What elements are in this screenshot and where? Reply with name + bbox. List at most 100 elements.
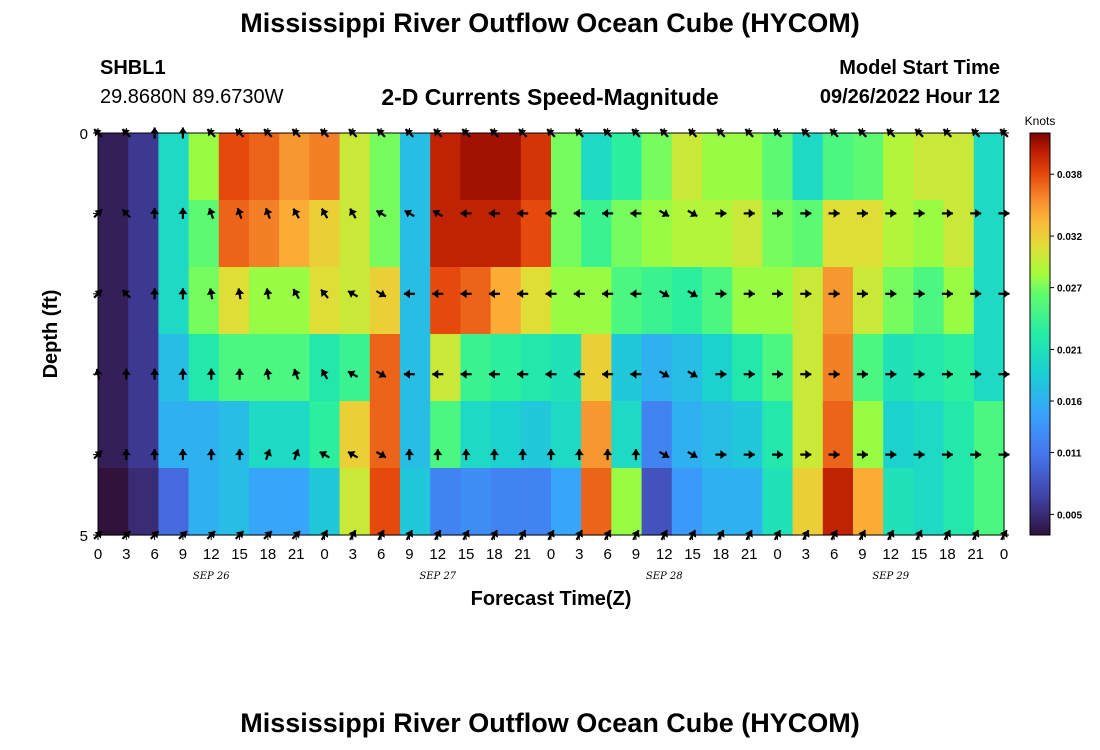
current-vector-head	[720, 369, 727, 379]
heatmap-cell	[218, 334, 250, 402]
current-vector-head	[805, 289, 812, 299]
heatmap-cell	[883, 334, 914, 402]
current-vector-head	[918, 450, 925, 460]
current-vector-head	[150, 288, 160, 295]
heatmap-cell	[702, 200, 733, 268]
heatmap-cell	[853, 200, 884, 268]
current-vector-head	[575, 530, 583, 538]
heatmap-cell	[732, 200, 763, 268]
x-tick-label: 0	[320, 546, 328, 563]
current-vector	[602, 369, 614, 379]
current-vector	[178, 207, 188, 219]
x-tick-label: 9	[405, 546, 413, 563]
current-vector-head	[378, 370, 386, 378]
heatmap-cell	[792, 267, 824, 335]
colorbar-gradient	[1029, 132, 1051, 536]
current-vector-head	[890, 369, 897, 379]
current-vector-head	[661, 370, 669, 378]
x-tick-label: 12	[656, 546, 673, 563]
heatmap-cell	[732, 133, 763, 201]
heatmap-cell	[973, 200, 1005, 268]
current-vector-head	[975, 369, 982, 379]
current-vector	[375, 209, 387, 218]
current-vector	[320, 368, 329, 380]
current-vector-head	[975, 289, 982, 299]
current-vector	[235, 207, 244, 219]
current-vector-head	[488, 208, 495, 218]
heatmap-cell	[853, 401, 884, 469]
heatmap-cell	[702, 334, 733, 402]
current-vector-head	[890, 450, 897, 460]
current-vector-head	[319, 451, 328, 459]
heatmap-cell	[671, 334, 703, 402]
current-vector	[574, 449, 584, 461]
heatmap-cell	[430, 468, 461, 536]
main-title: Mississippi River Outflow Ocean Cube (HY…	[240, 8, 860, 38]
current-vector	[800, 289, 812, 299]
current-vector	[970, 369, 982, 379]
current-vector-head	[206, 288, 216, 296]
current-vector-head	[405, 530, 414, 538]
heatmap-cell	[249, 334, 280, 402]
current-vector	[885, 369, 897, 379]
current-vector	[658, 450, 670, 459]
heatmap-cell	[158, 334, 190, 402]
current-vector	[263, 207, 273, 219]
colorbar-tick-label: 0.032	[1057, 232, 1082, 243]
current-vector	[631, 449, 641, 461]
heatmap-cell	[188, 401, 220, 469]
current-vector-head	[918, 289, 925, 299]
current-vector	[970, 450, 982, 460]
current-vector	[517, 208, 529, 218]
current-vector-head	[688, 530, 697, 538]
heatmap-cell	[158, 468, 190, 536]
heatmap-cell	[369, 267, 401, 335]
current-vector	[178, 368, 188, 380]
heatmap-cell	[520, 267, 552, 335]
heatmap-cell	[309, 468, 341, 536]
x-tick-label: 15	[458, 546, 475, 563]
current-vector-head	[975, 208, 982, 218]
current-vector-head	[661, 450, 669, 459]
current-vector	[375, 450, 387, 459]
current-vector	[349, 208, 357, 219]
current-vector-head	[946, 450, 953, 460]
heatmap-cell	[339, 133, 371, 201]
current-vector	[687, 209, 698, 218]
heatmap-cell	[430, 200, 461, 268]
heatmap-cell	[551, 468, 582, 536]
current-vector-head	[833, 208, 840, 218]
current-vector	[263, 288, 273, 300]
heatmap-cell	[551, 267, 582, 335]
heatmap-cell	[339, 401, 371, 469]
heatmap-cell	[309, 133, 341, 201]
heatmap-cell	[913, 401, 945, 469]
current-vector	[573, 369, 585, 379]
current-vector-head	[348, 451, 356, 459]
current-vector-head	[748, 208, 755, 218]
y-axis-label: Depth (ft)	[40, 290, 62, 379]
heatmap-cell	[369, 200, 401, 268]
heatmap-cell	[279, 267, 310, 335]
heatmap-cell	[490, 267, 522, 335]
current-vector	[121, 368, 131, 380]
current-vector	[772, 369, 783, 379]
current-vector	[121, 449, 131, 461]
x-tick-label: 18	[486, 546, 503, 563]
current-vector	[573, 208, 585, 218]
heatmap-cell	[762, 334, 794, 402]
station-coords: 29.8680N 89.6730W	[100, 86, 284, 108]
current-vector-head	[777, 208, 783, 218]
current-vector-head	[235, 368, 245, 375]
current-vector-head	[573, 369, 580, 379]
heatmap-cell	[309, 267, 341, 335]
current-vector-head	[122, 209, 130, 217]
current-vector-head	[943, 530, 951, 538]
current-vector	[913, 289, 925, 299]
heatmap-cell	[339, 200, 371, 268]
current-vector	[206, 288, 216, 300]
heatmap-cell	[973, 468, 1005, 536]
heatmap-cell	[490, 334, 522, 402]
current-vector	[546, 449, 556, 461]
current-vector-head	[660, 530, 668, 538]
